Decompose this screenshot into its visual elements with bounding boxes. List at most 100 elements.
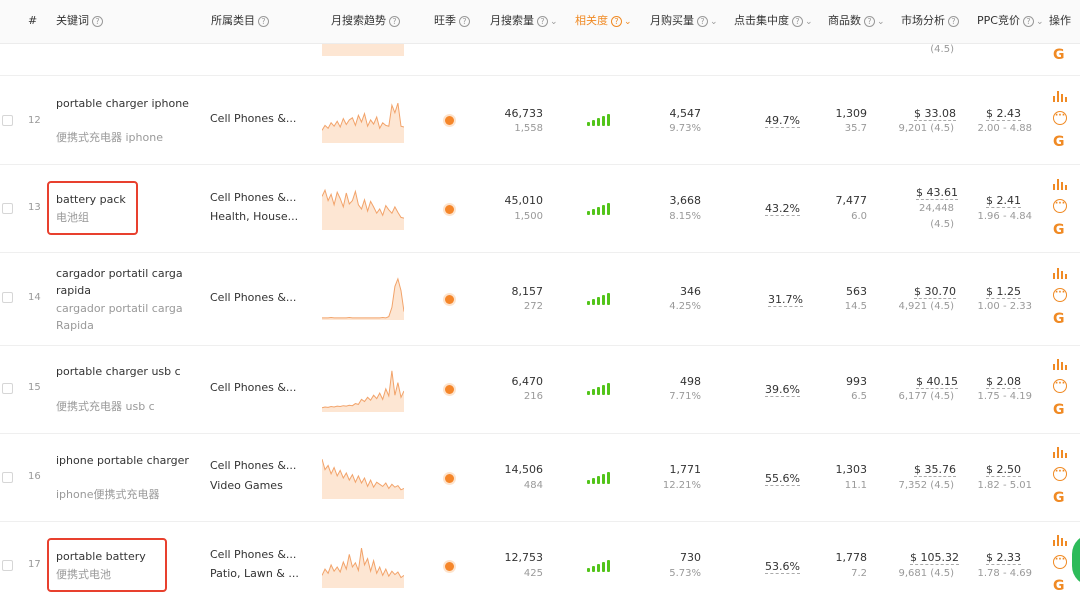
row-checkbox[interactable] <box>2 203 13 214</box>
trend-sparkline[interactable] <box>322 186 404 230</box>
help-icon[interactable]: ? <box>537 16 548 27</box>
keyword-text[interactable]: battery pack <box>56 193 126 206</box>
ppc-bid[interactable]: $ 2.41 <box>986 194 1021 208</box>
chart-icon[interactable] <box>1053 535 1067 546</box>
row-checkbox[interactable] <box>2 292 13 303</box>
sort-chevron-icon[interactable]: ⌄ <box>1035 17 1044 27</box>
col-product-count[interactable]: 商品数? ⌄ <box>828 14 885 29</box>
trend-sparkline[interactable] <box>322 368 404 412</box>
chart-icon[interactable] <box>1053 268 1067 279</box>
category-secondary[interactable]: Health, House... <box>210 210 299 223</box>
col-ppc-bid[interactable]: PPC竞价? ⌄ <box>977 14 1044 29</box>
row-checkbox[interactable] <box>2 560 13 571</box>
help-icon[interactable]: ? <box>611 16 622 27</box>
market-price[interactable]: $ 43.61 <box>916 186 958 200</box>
google-icon[interactable]: G <box>1053 402 1065 418</box>
more-icon[interactable]: ··· <box>1053 288 1067 302</box>
trend-sparkline[interactable] <box>322 99 404 143</box>
market-price[interactable]: $ 40.15 <box>916 375 958 389</box>
google-icon[interactable]: G <box>1053 311 1065 327</box>
chart-icon[interactable] <box>1053 447 1067 458</box>
col-click-concentration[interactable]: 点击集中度? ⌄ <box>734 14 813 29</box>
col-relevance[interactable]: 相关度? ⌄ <box>575 14 632 29</box>
category-primary[interactable]: Cell Phones &... <box>210 112 297 125</box>
category-primary[interactable]: Cell Phones &... <box>210 291 297 304</box>
sort-chevron-icon[interactable]: ⌄ <box>624 17 632 27</box>
market-price[interactable]: $ 33.08 <box>914 107 956 121</box>
keyword-text[interactable]: portable battery <box>56 550 146 563</box>
row-checkbox[interactable] <box>2 383 13 394</box>
click-concentration[interactable]: 49.7% <box>765 114 800 128</box>
sort-chevron-icon[interactable]: ⌄ <box>805 17 813 27</box>
help-icon[interactable]: ? <box>258 16 269 27</box>
more-icon[interactable]: ··· <box>1053 379 1067 393</box>
google-icon[interactable]: G <box>1053 578 1065 594</box>
chart-icon[interactable] <box>1053 359 1067 370</box>
ppc-bid[interactable]: $ 2.50 <box>986 463 1021 477</box>
market-price[interactable]: $ 30.70 <box>914 285 956 299</box>
search-volume-daily: 216 <box>523 391 543 402</box>
category-primary[interactable]: Cell Phones &... <box>210 459 297 472</box>
keyword-text[interactable]: portable charger iphone <box>56 97 189 110</box>
col-season[interactable]: 旺季? <box>434 14 470 28</box>
google-icon[interactable]: G <box>1053 134 1065 150</box>
category-primary[interactable]: Cell Phones &... <box>210 381 297 394</box>
chart-icon[interactable] <box>1053 179 1067 190</box>
category-secondary[interactable]: Patio, Lawn & ... <box>210 567 299 580</box>
ppc-bid[interactable]: $ 1.25 <box>986 285 1021 299</box>
click-concentration[interactable]: 55.6% <box>765 472 800 486</box>
more-icon[interactable]: ··· <box>1053 111 1067 125</box>
chart-icon[interactable] <box>1053 91 1067 102</box>
trend-sparkline[interactable] <box>322 544 404 588</box>
help-icon[interactable]: ? <box>92 16 103 27</box>
col-market-analysis[interactable]: 市场分析? <box>901 14 959 28</box>
keyword-text[interactable]: iphone portable charger <box>56 454 189 467</box>
help-icon[interactable]: ? <box>864 16 875 27</box>
col-keyword[interactable]: 关键词? <box>56 14 103 28</box>
more-icon[interactable]: ··· <box>1053 199 1067 213</box>
help-icon[interactable]: ? <box>792 16 803 27</box>
help-icon[interactable]: ? <box>948 16 959 27</box>
ppc-bid[interactable]: $ 2.08 <box>986 375 1021 389</box>
help-icon[interactable]: ? <box>697 16 708 27</box>
table-row[interactable]: 15 portable charger usb c 便携式充电器 usb c C… <box>0 347 1080 434</box>
google-icon[interactable]: G <box>1053 490 1065 506</box>
table-row[interactable]: 13 battery pack 电池组 Cell Phones &... Hea… <box>0 166 1080 253</box>
col-monthly-purchase[interactable]: 月购买量? ⌄ <box>650 14 718 29</box>
table-row[interactable]: 17 portable battery 便携式电池 Cell Phones &.… <box>0 523 1080 598</box>
sort-chevron-icon[interactable]: ⌄ <box>877 17 885 27</box>
google-icon[interactable]: G <box>1053 47 1065 63</box>
col-category[interactable]: 所属类目? <box>211 14 269 28</box>
sort-chevron-icon[interactable]: ⌄ <box>710 17 718 27</box>
help-icon[interactable]: ? <box>389 16 400 27</box>
ppc-bid[interactable]: $ 2.43 <box>986 107 1021 121</box>
table-row[interactable]: 16 iphone portable charger iphone便携式充电器 … <box>0 435 1080 522</box>
category-primary[interactable]: Cell Phones &... <box>210 548 297 561</box>
floating-action-button[interactable] <box>1072 534 1080 586</box>
click-concentration[interactable]: 31.7% <box>768 293 803 307</box>
category-primary[interactable]: Cell Phones &... <box>210 191 297 204</box>
ppc-bid[interactable]: $ 2.33 <box>986 551 1021 565</box>
trend-sparkline[interactable] <box>322 276 404 320</box>
keyword-text[interactable]: portable charger usb c <box>56 365 181 378</box>
category-secondary[interactable]: Video Games <box>210 479 283 492</box>
keyword-text[interactable]: cargador portatil carga rapida <box>56 267 183 297</box>
table-row[interactable]: 12 portable charger iphone 便携式充电器 iphone… <box>0 77 1080 165</box>
google-icon[interactable]: G <box>1053 222 1065 238</box>
click-concentration[interactable]: 43.2% <box>765 202 800 216</box>
sort-chevron-icon[interactable]: ⌄ <box>550 17 558 27</box>
market-price[interactable]: $ 105.32 <box>910 551 959 565</box>
table-row[interactable]: 14 cargador portatil carga rapida cargad… <box>0 254 1080 346</box>
row-checkbox[interactable] <box>2 472 13 483</box>
more-icon[interactable]: ··· <box>1053 467 1067 481</box>
trend-sparkline[interactable] <box>322 455 404 499</box>
more-icon[interactable]: ··· <box>1053 555 1067 569</box>
click-concentration[interactable]: 39.6% <box>765 383 800 397</box>
help-icon[interactable]: ? <box>1022 16 1034 27</box>
col-trend[interactable]: 月搜索趋势? <box>331 14 400 28</box>
click-concentration[interactable]: 53.6% <box>765 560 800 574</box>
col-search-volume[interactable]: 月搜索量? ⌄ <box>490 14 558 29</box>
help-icon[interactable]: ? <box>459 16 470 27</box>
market-price[interactable]: $ 35.76 <box>914 463 956 477</box>
row-checkbox[interactable] <box>2 115 13 126</box>
